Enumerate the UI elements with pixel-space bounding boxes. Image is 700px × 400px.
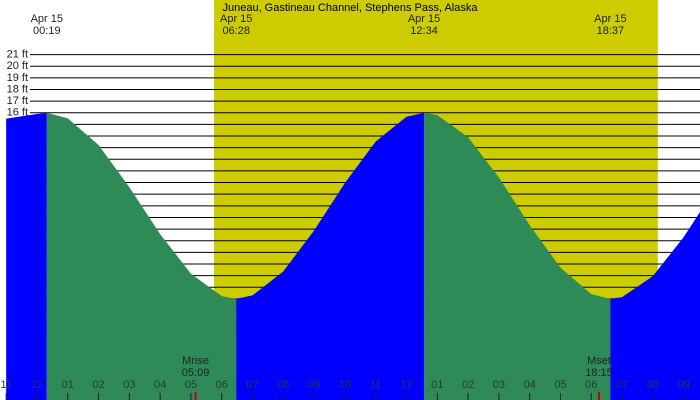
x-tick-label: 06: [216, 379, 228, 391]
x-tick-label: 11: [370, 379, 381, 391]
x-tick-label: 12: [31, 379, 43, 391]
extreme-time: 00:19: [33, 25, 61, 37]
x-tick-label: 10: [339, 379, 351, 391]
x-tick-label: 02: [92, 379, 104, 391]
extreme-date: Apr 15: [220, 13, 252, 25]
y-tick-label: 21 ft: [7, 49, 28, 61]
moon-label: Mrise: [182, 355, 209, 367]
extreme-date: Apr 15: [594, 13, 626, 25]
x-tick-label: 05: [554, 379, 566, 391]
x-tick-label: 02: [462, 379, 474, 391]
tide-area: [236, 112, 425, 400]
x-tick-label: 01: [431, 379, 443, 391]
extreme-time: 06:28: [222, 25, 250, 37]
extreme-time: 12:34: [410, 25, 438, 37]
moon-time: 18:15: [585, 367, 613, 379]
x-tick-label: 07: [616, 379, 628, 391]
x-tick-label: 11: [0, 379, 11, 391]
x-tick-label: 12: [400, 379, 412, 391]
moon-label: Mset: [587, 355, 611, 367]
x-tick-label: 01: [62, 379, 74, 391]
x-tick-label: 08: [647, 379, 659, 391]
extreme-time: 18:37: [597, 25, 625, 37]
extreme-date: Apr 15: [31, 13, 63, 25]
extreme-date: Apr 15: [408, 13, 440, 25]
y-tick-label: 19 ft: [7, 72, 28, 84]
x-tick-label: 08: [277, 379, 289, 391]
x-tick-label: 06: [585, 379, 597, 391]
x-tick-label: 09: [678, 379, 690, 391]
tide-area: [46, 112, 237, 400]
y-tick-label: 16 ft: [7, 107, 28, 119]
y-tick-label: 17 ft: [7, 95, 28, 107]
y-tick-label: 18 ft: [7, 83, 28, 95]
x-tick-label: 04: [154, 379, 166, 391]
x-tick-label: 03: [493, 379, 505, 391]
moon-time: 05:09: [182, 367, 210, 379]
x-tick-label: 05: [185, 379, 197, 391]
y-tick-label: 20 ft: [7, 60, 28, 72]
x-tick-label: 09: [308, 379, 320, 391]
tide-area: [610, 211, 700, 400]
x-tick-label: 04: [524, 379, 536, 391]
tide-area: [424, 112, 611, 400]
tide-area: [6, 112, 47, 400]
chart-title: Juneau, Gastineau Channel, Stephens Pass…: [222, 2, 478, 14]
x-tick-label: 07: [246, 379, 258, 391]
x-tick-label: 03: [123, 379, 135, 391]
